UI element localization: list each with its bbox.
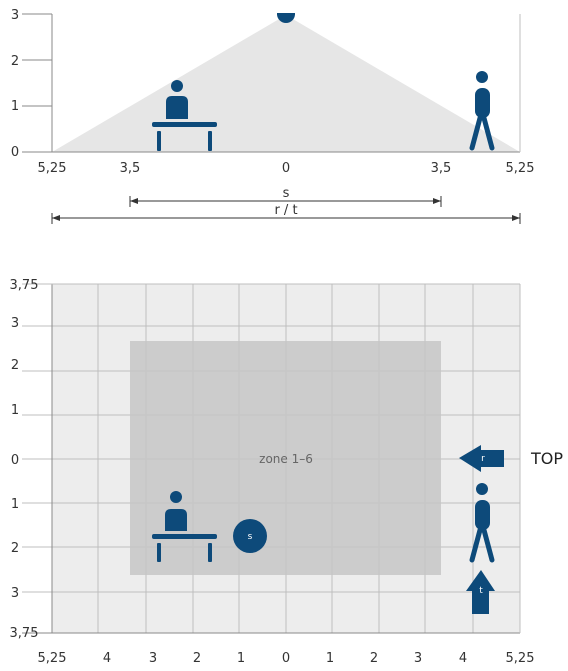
person-at-desk-icon — [152, 491, 217, 562]
dimension-s-label: s — [283, 186, 290, 201]
top-y-tick: 3,75 — [10, 626, 39, 641]
top-x-tick: 2 — [193, 651, 201, 666]
top-y-tick: 0 — [11, 453, 19, 468]
walking-person-icon — [469, 483, 495, 563]
top-y-tick: 3 — [11, 586, 19, 601]
top-y-tick: 3 — [11, 316, 19, 331]
top-x-tick: 1 — [237, 651, 245, 666]
top-y-tick: 1 — [11, 497, 19, 512]
top-x-tick: 1 — [326, 651, 334, 666]
side-y-tick: 1 — [11, 99, 19, 114]
side-view: 0 1 2 3 5,25 3,5 0 3,5 5,25 — [11, 8, 535, 224]
side-x-tick: 0 — [282, 161, 290, 176]
top-x-tick: 5,25 — [38, 651, 67, 666]
arrow-t-label: t — [479, 586, 483, 596]
top-x-tick: 5,25 — [506, 651, 535, 666]
person-at-desk-icon — [152, 80, 217, 151]
top-y-tick: 2 — [11, 358, 19, 373]
top-y-tick: 1 — [11, 403, 19, 418]
top-x-tick: 3 — [149, 651, 157, 666]
walking-person-icon — [469, 71, 495, 151]
side-x-tick: 5,25 — [506, 161, 535, 176]
top-y-tick: 2 — [11, 541, 19, 556]
arrow-left-icon: r — [459, 445, 504, 472]
zone-label: zone 1–6 — [259, 452, 313, 466]
top-view-label: TOP — [530, 449, 563, 468]
arrow-up-icon: t — [466, 570, 495, 614]
side-x-tick: 3,5 — [431, 161, 452, 176]
side-y-tick: 2 — [11, 54, 19, 69]
side-y-tick: 0 — [11, 145, 19, 160]
top-x-tick: 3 — [414, 651, 422, 666]
dimension-s: s — [129, 186, 442, 207]
top-view: zone 1–6 3,75 3 2 1 0 1 2 3 3,75 5,25 4 … — [10, 278, 564, 666]
side-x-tick: 3,5 — [120, 161, 141, 176]
dimension-rt: r / t — [51, 203, 521, 224]
sensor-icon — [277, 13, 295, 23]
top-x-tick: 4 — [103, 651, 111, 666]
coverage-cone — [52, 15, 520, 152]
sensor-icon: s — [233, 519, 267, 553]
top-x-tick: 2 — [370, 651, 378, 666]
side-x-tick: 5,25 — [38, 161, 67, 176]
arrow-r-label: r — [481, 454, 485, 464]
dimension-rt-label: r / t — [274, 203, 297, 218]
top-y-tick: 3,75 — [10, 278, 39, 293]
top-x-tick: 0 — [282, 651, 290, 666]
top-x-tick: 4 — [459, 651, 467, 666]
side-y-tick: 3 — [11, 8, 19, 23]
sensor-label: s — [248, 532, 253, 542]
